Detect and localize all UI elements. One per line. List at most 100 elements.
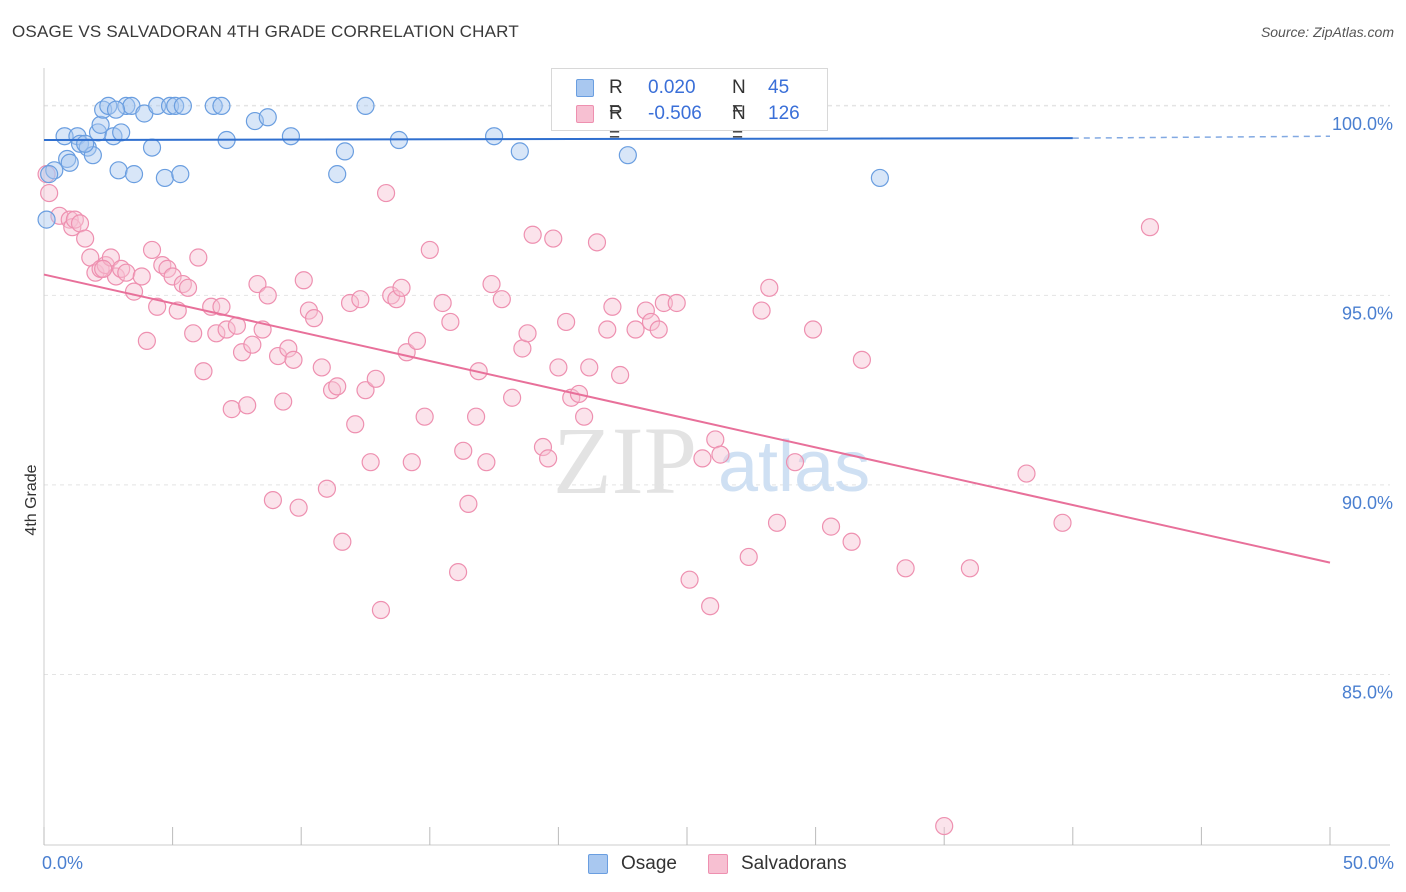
salvadorans-point	[680, 570, 699, 589]
osage-point	[91, 115, 110, 134]
salvadorans-point	[1017, 464, 1036, 483]
osage-point	[155, 168, 174, 188]
salvadorans-point	[328, 377, 347, 396]
osage-point	[37, 210, 56, 229]
salvadorans-r-label: R =	[609, 103, 623, 146]
salvadorans-point	[539, 449, 558, 468]
osage-point	[124, 165, 144, 184]
osage-point	[117, 96, 136, 116]
salvadorans-point	[587, 233, 607, 252]
y-tick-label: 95.0%	[1342, 303, 1393, 323]
y-tick-label: 90.0%	[1342, 493, 1393, 513]
osage-point	[870, 168, 890, 188]
salvadorans-point	[533, 437, 553, 457]
osage-point	[173, 96, 192, 116]
osage-point	[40, 165, 59, 184]
salvadorans-point	[248, 274, 267, 294]
osage-point	[212, 96, 231, 116]
osage-point	[258, 108, 277, 127]
salvadorans-point	[238, 396, 257, 415]
watermark: ZIP atlas	[553, 407, 870, 514]
salvadorans-point	[896, 559, 915, 578]
salvadorans-point	[611, 365, 630, 385]
salvadorans-point	[263, 490, 283, 510]
salvadorans-points	[37, 165, 1160, 836]
osage-point	[148, 96, 167, 116]
salvadorans-point	[207, 324, 226, 343]
salvadorans-point	[711, 445, 730, 464]
salvadorans-point	[371, 600, 391, 620]
salvadorans-point	[693, 449, 712, 468]
salvadorans-point	[117, 263, 136, 282]
salvadorans-point	[294, 271, 313, 290]
salvadorans-point	[503, 388, 522, 407]
salvadorans-point	[513, 339, 532, 358]
osage-n-label: N =	[732, 77, 746, 120]
salvadorans-trend-line	[43, 273, 1331, 564]
salvadorans-point	[387, 290, 406, 309]
salvadorans-n-value: 126	[768, 103, 800, 124]
salvadorans-point	[40, 183, 59, 203]
salvadorans-point	[194, 362, 213, 381]
salvadorans-point	[415, 407, 434, 426]
salvadorans-point	[312, 358, 331, 377]
salvadorans-point	[649, 320, 668, 339]
osage-point	[112, 123, 131, 142]
salvadorans-point	[636, 301, 655, 320]
salvadorans-point	[148, 297, 167, 316]
salvadorans-point	[222, 400, 241, 419]
salvadorans-point	[317, 479, 337, 498]
osage-swatch	[576, 79, 594, 97]
salvadorans-point	[626, 320, 645, 339]
salvadorans-point	[544, 229, 563, 248]
salvadorans-point	[760, 278, 779, 297]
y-axis-label: 4th Grade	[23, 464, 40, 535]
salvadorans-point	[70, 214, 90, 233]
salvadorans-swatch	[576, 105, 594, 123]
salvadorans-point	[258, 286, 277, 305]
salvadorans-point	[518, 324, 537, 343]
salvadorans-point	[346, 415, 365, 434]
salvadorans-point	[361, 453, 380, 472]
salvadorans-point	[701, 597, 720, 616]
salvadorans-point	[407, 331, 427, 350]
salvadorans-point	[580, 358, 599, 377]
salvadorans-point	[739, 547, 758, 567]
x-tick-label: 50.0%	[1343, 853, 1394, 873]
chart-source: Source: ZipAtlas.com	[1260, 24, 1394, 40]
salvadorans-point	[433, 293, 452, 313]
salvadorans-point	[268, 346, 288, 366]
salvadorans-point	[603, 297, 622, 316]
salvadorans-point	[477, 453, 496, 472]
salvadorans-point	[217, 320, 236, 339]
salvadorans-point	[466, 407, 486, 426]
salvadorans-point	[821, 517, 841, 536]
osage-legend-swatch	[588, 854, 608, 874]
osage-point	[171, 165, 190, 184]
salvadorans-point	[184, 324, 203, 343]
chart-title: OSAGE VS SALVADORAN 4TH GRADE CORRELATIO…	[12, 22, 519, 41]
salvadorans-point	[351, 290, 370, 309]
salvadorans-point	[492, 290, 511, 309]
osage-point	[335, 142, 355, 161]
salvadorans-point	[641, 312, 661, 332]
stats-legend: R = 0.020 N = 45 R = -0.506 N = 126	[551, 68, 828, 146]
osage-point	[106, 100, 126, 119]
salvadorans-point	[124, 282, 144, 301]
osage-trend-line	[43, 137, 1073, 142]
osage-point	[510, 142, 529, 161]
salvadorans-n-label: N =	[732, 103, 746, 146]
osage-point	[485, 127, 504, 146]
salvadorans-point	[279, 339, 298, 358]
salvadorans-point	[842, 532, 861, 551]
x-tick-label: 0.0%	[42, 853, 83, 873]
salvadorans-point	[274, 392, 293, 411]
salvadorans-point	[356, 381, 375, 400]
salvadorans-r-value: -0.506	[648, 103, 702, 124]
trend-lines	[43, 135, 1331, 564]
salvadorans-point	[767, 513, 787, 532]
salvadorans-point	[178, 278, 198, 297]
salvadorans-point	[284, 350, 303, 369]
salvadorans-point	[482, 274, 501, 294]
salvadorans-point	[243, 335, 262, 354]
